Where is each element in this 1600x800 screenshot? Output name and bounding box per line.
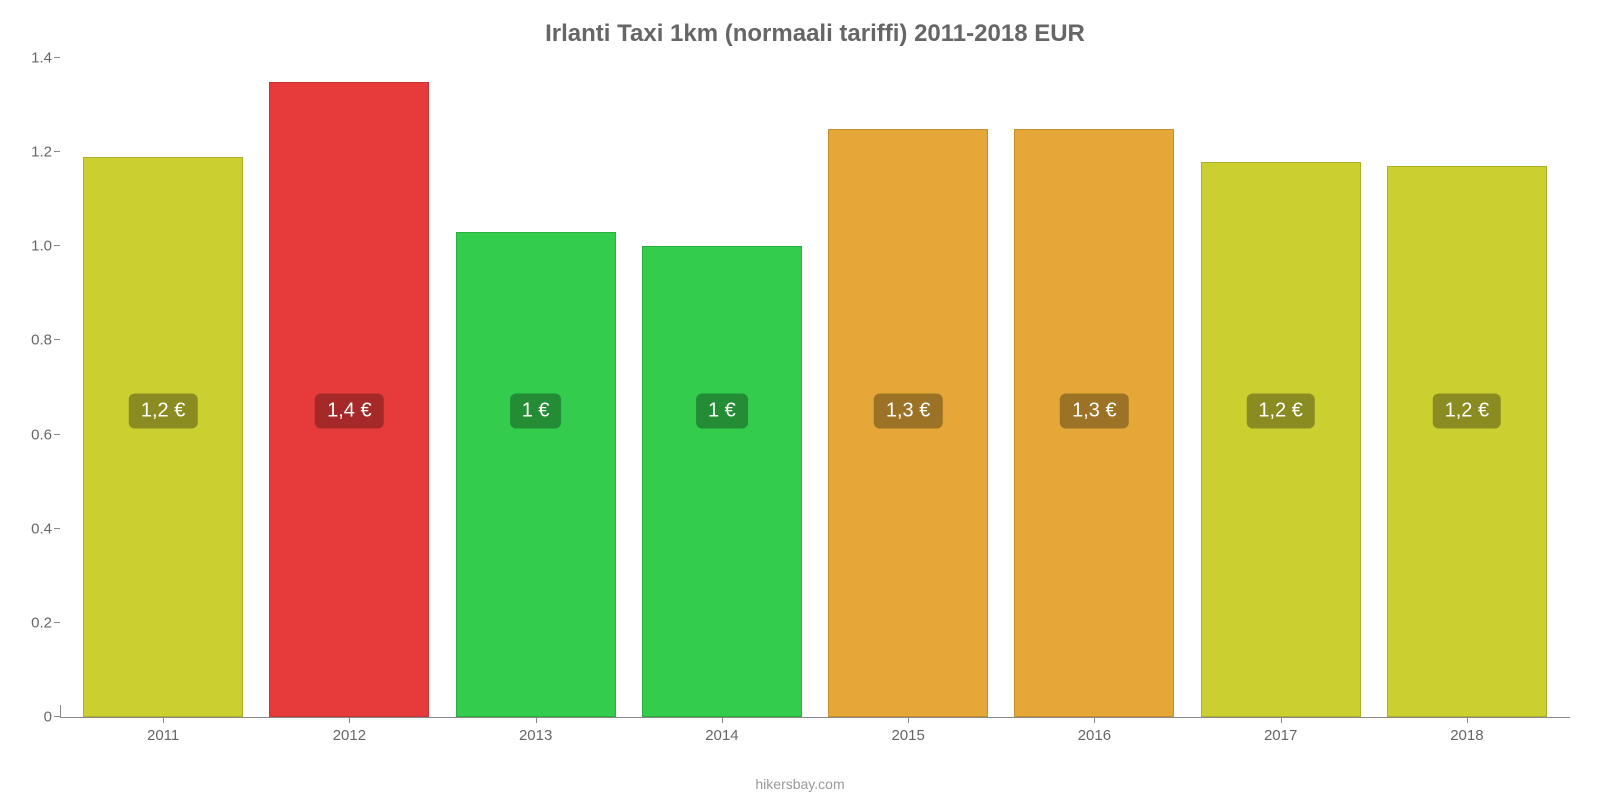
y-axis-tick-label: 0 xyxy=(44,709,52,726)
bar-slot: 1,2 €2018 xyxy=(1374,58,1560,717)
footer-label: hikersbay.com xyxy=(755,776,844,792)
bar: 1 € xyxy=(456,232,616,717)
bar-slot: 1 €2014 xyxy=(629,58,815,717)
y-axis-tick-mark xyxy=(54,57,60,58)
y-axis-tick-mark xyxy=(54,622,60,623)
bar-value-label: 1 € xyxy=(510,394,562,429)
y-axis-tick-mark xyxy=(54,528,60,529)
bar-value-label: 1,3 € xyxy=(1060,394,1128,429)
y-axis-tick-label: 0.6 xyxy=(31,426,52,443)
x-axis-tick-label: 2013 xyxy=(519,727,552,744)
y-axis-tick-label: 1.2 xyxy=(31,144,52,161)
x-axis-tick-label: 2011 xyxy=(147,727,179,744)
x-axis-tick-label: 2017 xyxy=(1264,727,1297,744)
bar-value-label: 1,4 € xyxy=(315,394,383,429)
x-axis-tick-label: 2012 xyxy=(333,727,366,744)
bar: 1,3 € xyxy=(1014,129,1174,717)
x-axis-tick-mark xyxy=(722,717,723,723)
bar-slot: 1 €2013 xyxy=(443,58,629,717)
chart-title: Irlanti Taxi 1km (normaali tariffi) 2011… xyxy=(60,20,1570,48)
bars-row: 1,2 €20111,4 €20121 €20131 €20141,3 €201… xyxy=(60,58,1570,717)
bar-value-label: 1,2 € xyxy=(1433,394,1501,429)
bar: 1,3 € xyxy=(828,129,988,717)
y-axis-tick-mark xyxy=(54,716,60,717)
bar-slot: 1,4 €2012 xyxy=(256,58,442,717)
x-axis-tick-mark xyxy=(908,717,909,723)
plot-area: 1,2 €20111,4 €20121 €20131 €20141,3 €201… xyxy=(60,58,1570,718)
bar-slot: 1,3 €2016 xyxy=(1001,58,1187,717)
bar-value-label: 1 € xyxy=(696,394,748,429)
y-axis-tick-label: 0.8 xyxy=(31,332,52,349)
bar-value-label: 1,3 € xyxy=(874,394,942,429)
x-axis-tick-label: 2018 xyxy=(1450,727,1483,744)
bar: 1,2 € xyxy=(83,157,243,717)
x-axis-tick-mark xyxy=(1094,717,1095,723)
x-axis-tick-label: 2016 xyxy=(1078,727,1111,744)
bar: 1,2 € xyxy=(1201,162,1361,717)
x-axis-tick-mark xyxy=(349,717,350,723)
bar: 1,2 € xyxy=(1387,166,1547,717)
chart-container: Irlanti Taxi 1km (normaali tariffi) 2011… xyxy=(0,0,1600,800)
x-axis-tick-mark xyxy=(536,717,537,723)
bar-slot: 1,3 €2015 xyxy=(815,58,1001,717)
bar: 1,4 € xyxy=(269,82,429,717)
x-axis-tick-mark xyxy=(1467,717,1468,723)
y-axis-tick-label: 1.0 xyxy=(31,238,52,255)
y-axis-tick-label: 0.2 xyxy=(31,614,52,631)
x-axis-tick-label: 2014 xyxy=(705,727,738,744)
bar-slot: 1,2 €2011 xyxy=(70,58,256,717)
x-axis-tick-mark xyxy=(1281,717,1282,723)
x-axis-tick-label: 2015 xyxy=(891,727,924,744)
bar: 1 € xyxy=(642,246,802,717)
bar-slot: 1,2 €2017 xyxy=(1188,58,1374,717)
y-axis-tick-label: 0.4 xyxy=(31,520,52,537)
y-axis-tick-label: 1.4 xyxy=(31,50,52,67)
y-axis-tick-mark xyxy=(54,434,60,435)
bar-value-label: 1,2 € xyxy=(129,394,197,429)
y-axis-tick-mark xyxy=(54,245,60,246)
y-axis-tick-mark xyxy=(54,339,60,340)
bar-value-label: 1,2 € xyxy=(1246,394,1314,429)
y-axis-tick-mark xyxy=(54,151,60,152)
x-axis-tick-mark xyxy=(163,717,164,723)
